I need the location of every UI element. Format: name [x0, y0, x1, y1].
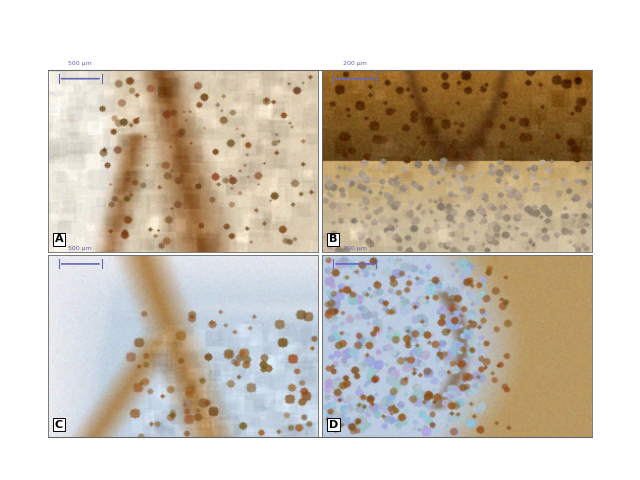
- Text: 500 µm: 500 µm: [68, 61, 92, 66]
- Text: 200 µm: 200 µm: [343, 246, 367, 251]
- Text: A: A: [55, 234, 63, 244]
- Text: C: C: [55, 420, 63, 430]
- Text: 200 µm: 200 µm: [343, 61, 367, 66]
- Text: B: B: [329, 234, 337, 244]
- Text: D: D: [329, 420, 339, 430]
- Text: 500 µm: 500 µm: [68, 246, 92, 251]
